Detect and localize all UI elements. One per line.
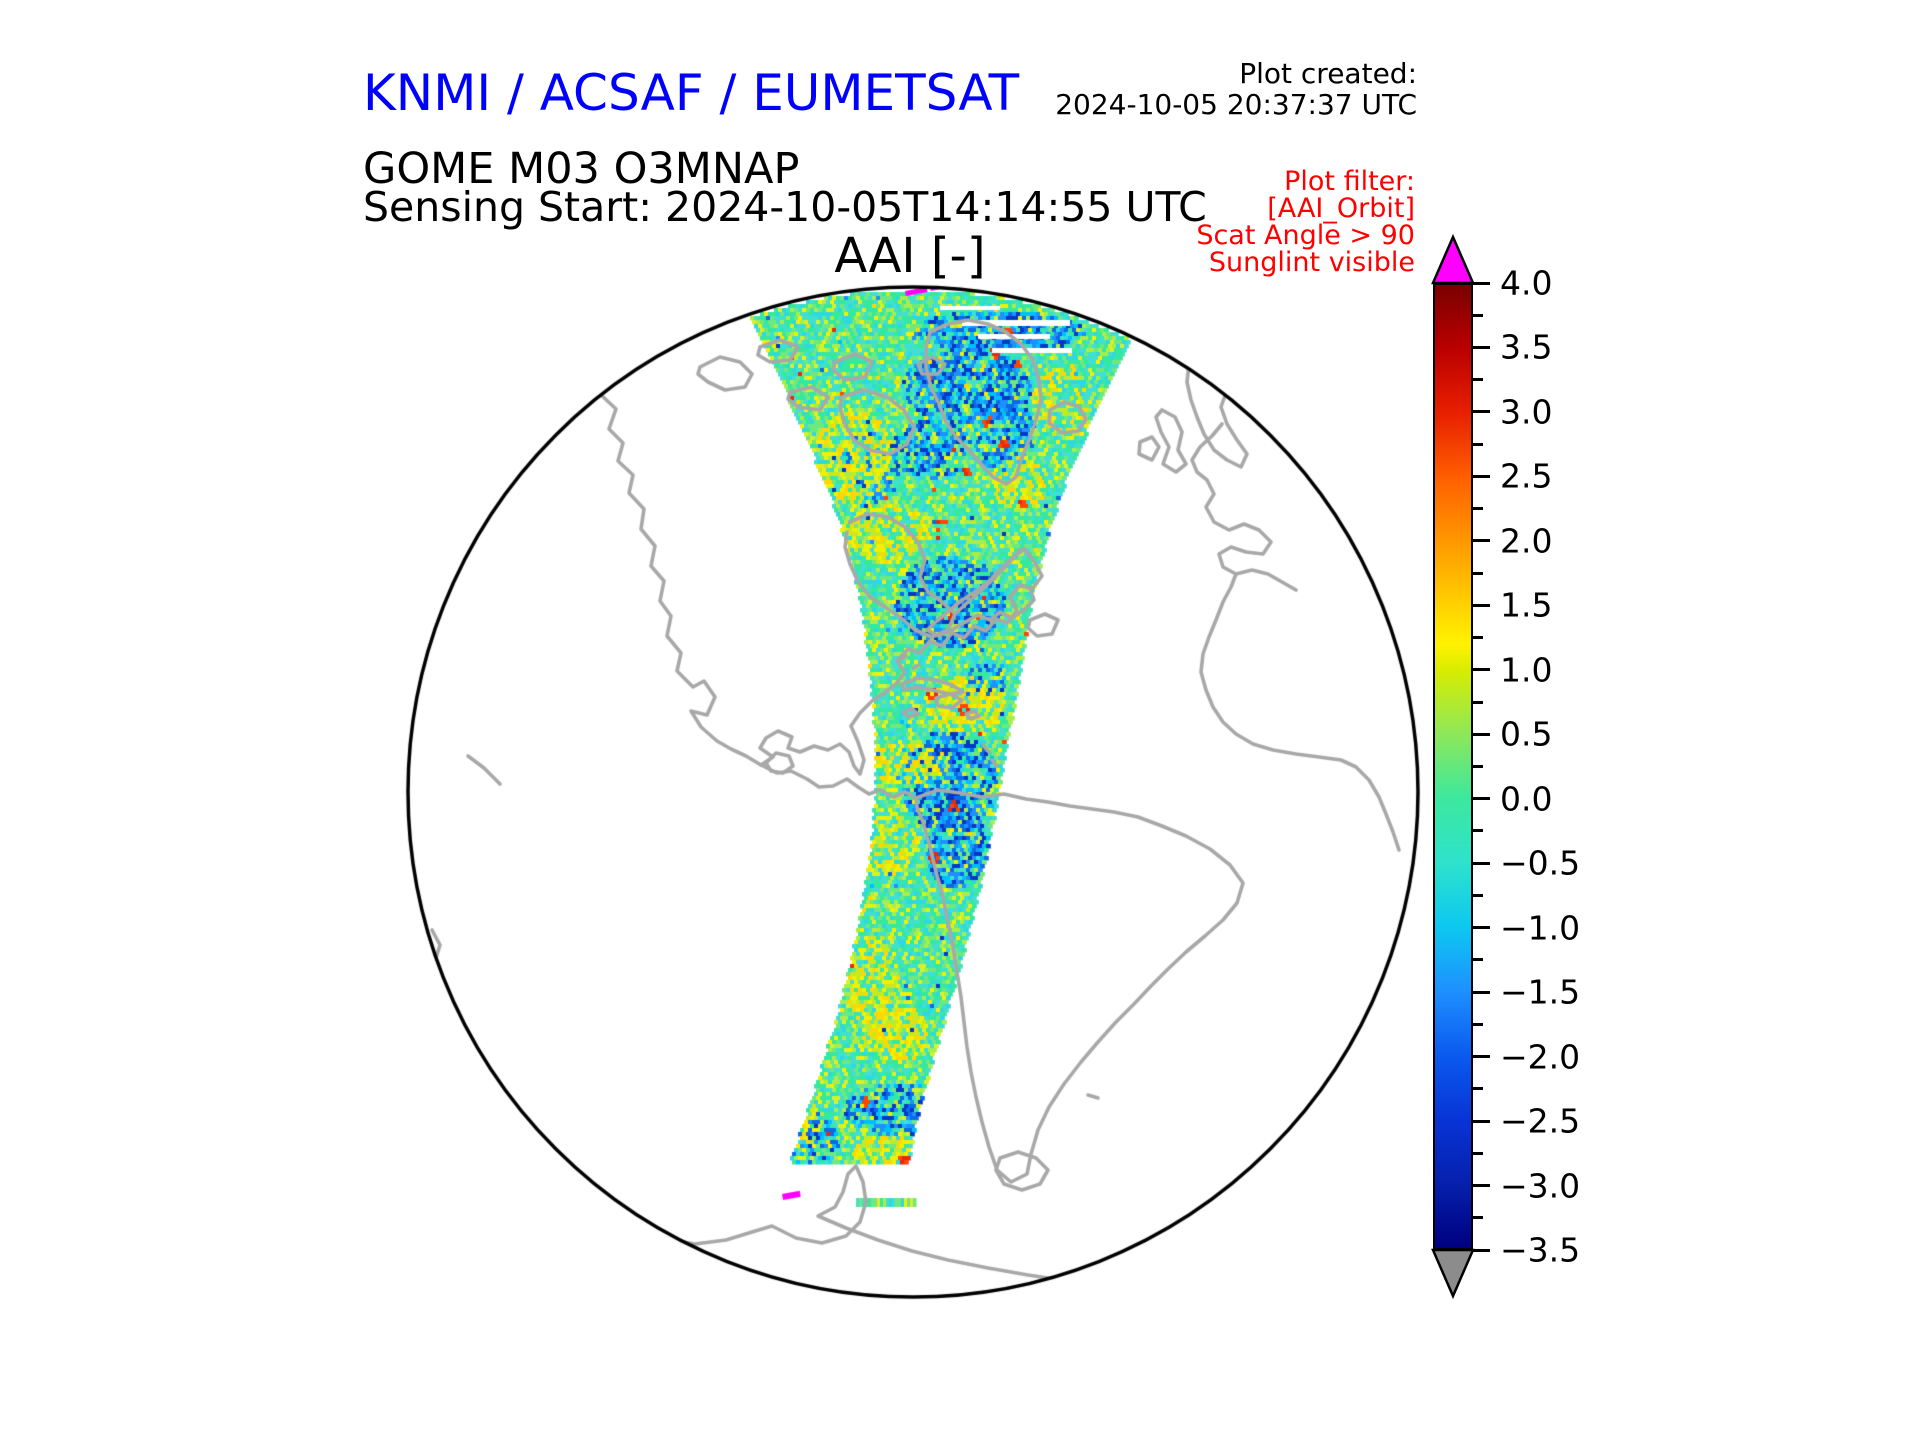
colorbar-major-tick: [1473, 668, 1490, 672]
colorbar-arrows: [1431, 233, 1475, 1300]
colorbar-major-tick: [1473, 410, 1490, 414]
colorbar-major-tick: [1473, 732, 1490, 736]
colorbar-major-tick: [1473, 539, 1490, 543]
colorbar-minor-tick: [1473, 700, 1483, 704]
colorbar-tick-label: 1.5: [1500, 585, 1553, 625]
colorbar-major-tick: [1473, 990, 1490, 994]
sensing-start-label: Sensing Start: 2024-10-05T14:14:55 UTC: [363, 183, 1207, 231]
colorbar-minor-tick: [1473, 507, 1483, 511]
colorbar-major-tick: [1473, 1055, 1490, 1059]
plot-created-label: Plot created:: [1239, 57, 1417, 90]
colorbar-minor-tick: [1473, 313, 1483, 317]
colorbar-major-tick: [1473, 474, 1490, 478]
colorbar-major-tick: [1473, 1184, 1490, 1188]
colorbar-minor-tick: [1473, 571, 1483, 575]
colorbar-tick-label: −1.5: [1500, 972, 1581, 1012]
product-title: GOME M03 O3MNAP: [363, 144, 800, 194]
colorbar-over-arrow-icon: [1431, 233, 1475, 285]
plot-filter-line: Plot filter:: [1284, 166, 1415, 197]
colorbar-tick-label: −3.0: [1500, 1166, 1581, 1206]
colorbar-major-tick: [1473, 281, 1490, 285]
plot-filter-line: [AAI_Orbit]: [1267, 193, 1415, 224]
colorbar-minor-tick: [1473, 829, 1483, 833]
colorbar-tick-label: −3.5: [1500, 1230, 1581, 1270]
colorbar-tick-label: 1.0: [1500, 650, 1553, 690]
colorbar-tick-label: 2.0: [1500, 521, 1553, 561]
colorbar-minor-tick: [1473, 1216, 1483, 1220]
colorbar-major-tick: [1473, 926, 1490, 930]
colorbar-minor-tick: [1473, 958, 1483, 962]
colorbar-gradient: [1433, 283, 1473, 1250]
colorbar-minor-tick: [1473, 1022, 1483, 1026]
plot-filter-line: Sunglint visible: [1208, 247, 1415, 278]
colorbar-tick-label: 3.5: [1500, 327, 1553, 367]
colorbar-tick-label: −0.5: [1500, 843, 1581, 883]
colorbar-tick-label: −2.5: [1500, 1101, 1581, 1141]
plot-filter-line: Scat Angle > 90: [1196, 220, 1415, 251]
colorbar-minor-tick: [1473, 1151, 1483, 1155]
plot-created-timestamp: Plot created: 2024-10-05 20:37:37 UTC: [1055, 58, 1417, 120]
colorbar-tick-label: 4.0: [1500, 263, 1553, 303]
colorbar-minor-tick: [1473, 765, 1483, 768]
colorbar-minor-tick: [1473, 893, 1483, 897]
colorbar-tick-label: −2.0: [1500, 1037, 1581, 1077]
plot-created-time: 2024-10-05 20:37:37 UTC: [1055, 88, 1417, 121]
colorbar-minor-tick: [1473, 442, 1483, 446]
colorbar-major-tick: [1473, 797, 1490, 801]
colorbar-major-tick: [1473, 1248, 1490, 1252]
colorbar-major-tick: [1473, 603, 1490, 607]
plot-filter-note: Plot filter: [AAI_Orbit] Scat Angle > 90 Su…: [1196, 168, 1415, 276]
colorbar-minor-tick: [1473, 1087, 1483, 1091]
colorbar-major-tick: [1473, 1119, 1490, 1123]
colorbar-tick-label: −1.0: [1500, 908, 1581, 948]
institution-title: KNMI / ACSAF / EUMETSAT: [363, 64, 1020, 122]
colorbar-major-tick: [1473, 861, 1490, 865]
colorbar-tick-label: 0.5: [1500, 714, 1553, 754]
colorbar-tick-label: 0.0: [1500, 779, 1553, 819]
colorbar-tick-label: 3.0: [1500, 392, 1553, 432]
colorbar-tick-label: 2.5: [1500, 456, 1553, 496]
colorbar-minor-tick: [1473, 636, 1483, 640]
colorbar-under-arrow-icon: [1431, 1248, 1475, 1300]
colorbar-minor-tick: [1473, 378, 1483, 382]
map-title: AAI [-]: [834, 228, 986, 284]
colorbar-major-tick: [1473, 345, 1490, 349]
